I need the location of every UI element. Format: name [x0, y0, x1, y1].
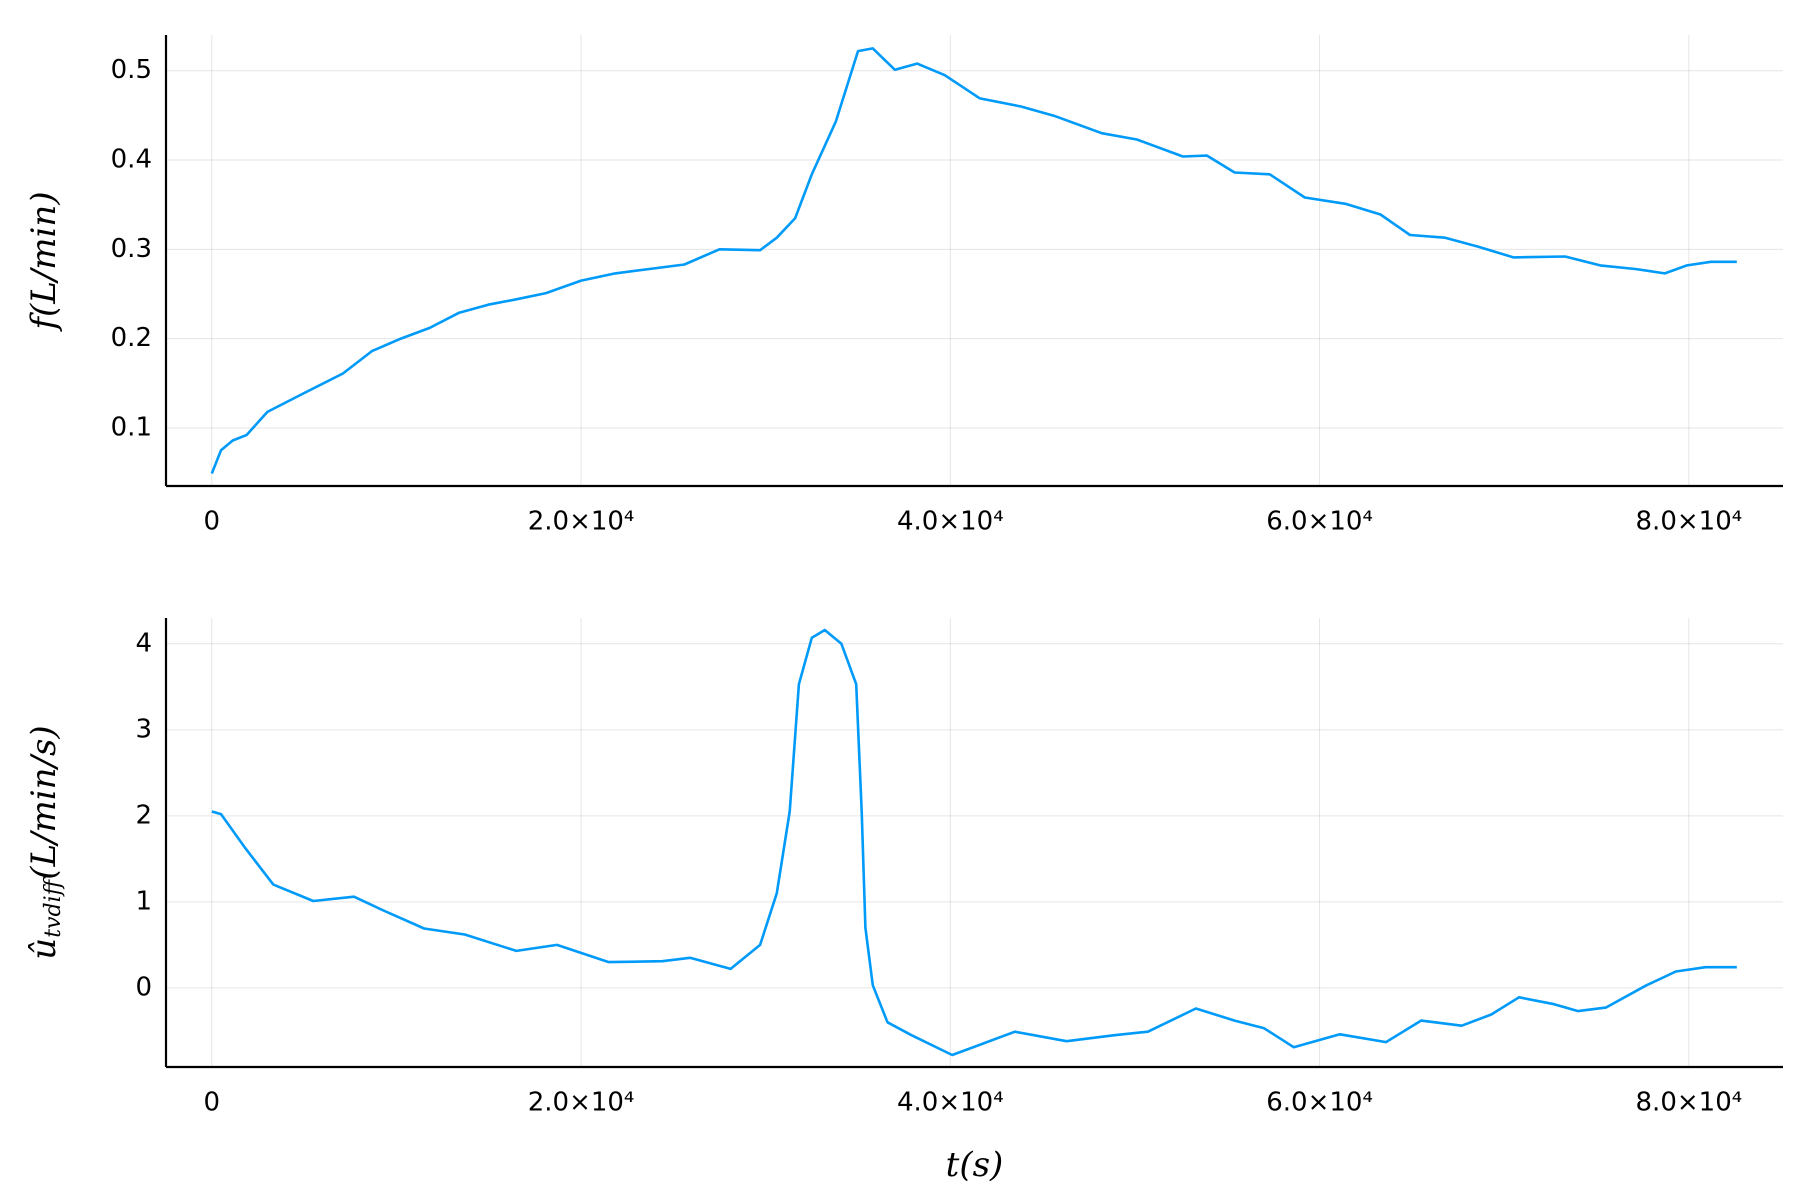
y-axis-label: ûtvdiff(L/min/s): [24, 725, 66, 959]
x-tick-label: 8.0×10⁴: [1636, 1088, 1743, 1118]
y-label-sub: tvdiff: [41, 876, 66, 937]
x-axis-label: t(s): [946, 1145, 1004, 1185]
data-line: [211, 628, 1737, 1057]
y-axis-label: f(L/min): [24, 191, 64, 332]
x-tick-label: 4.0×10⁴: [897, 1088, 1004, 1118]
x-tick-label: 2.0×10⁴: [528, 1088, 635, 1118]
y-label-main: û: [24, 938, 64, 960]
x-tick-label: 6.0×10⁴: [1266, 507, 1373, 537]
x-tick-label: 0: [204, 507, 221, 537]
y-tick-label: 1: [135, 886, 152, 916]
y-tick-label: 0: [135, 972, 152, 1002]
x-tick-label: 4.0×10⁴: [897, 507, 1004, 537]
x-tick-label: 6.0×10⁴: [1266, 1088, 1373, 1118]
x-tick-label: 8.0×10⁴: [1636, 507, 1743, 537]
y-label-rest: (L/min/s): [24, 725, 64, 879]
y-tick-label: 0.1: [111, 412, 152, 442]
data-line: [210, 47, 1737, 474]
y-tick-label: 4: [135, 628, 152, 658]
y-tick-label: 3: [135, 714, 152, 744]
y-tick-label: 0.2: [111, 323, 152, 353]
x-tick-label: 0: [204, 1088, 221, 1118]
y-tick-label: 0.4: [111, 145, 152, 175]
y-tick-label: 0.5: [111, 55, 152, 85]
x-tick-label: 2.0×10⁴: [528, 507, 635, 537]
y-tick-label: 0.3: [111, 234, 152, 264]
y-tick-label: 2: [135, 800, 152, 830]
